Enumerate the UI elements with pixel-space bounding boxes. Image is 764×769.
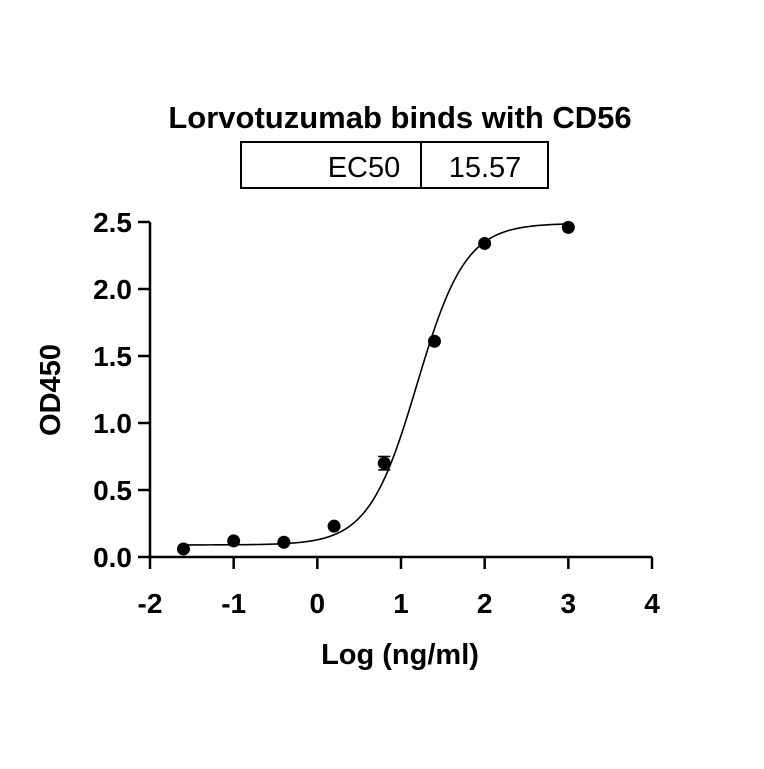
chart-title: Lorvotuzumab binds with CD56 — [168, 100, 631, 135]
ec50-label: EC50 — [328, 152, 401, 184]
x-tick-label: -1 — [221, 588, 246, 619]
x-axis-label: Log (ng/ml) — [321, 639, 479, 671]
x-tick-label: 2 — [477, 588, 493, 619]
data-point — [561, 220, 575, 234]
data-point — [227, 534, 241, 548]
fit-curve — [183, 223, 569, 546]
data-point — [176, 542, 190, 556]
ec50-value: 15.57 — [449, 152, 522, 184]
data-point — [277, 535, 291, 549]
y-axis-label: OD450 — [35, 344, 67, 436]
fit-curve-layer — [183, 223, 569, 546]
ec50-table: EC50 15.57 — [240, 141, 549, 189]
y-tick-label: 0.0 — [93, 542, 132, 573]
x-tick-label: 4 — [644, 588, 660, 619]
data-point — [427, 334, 441, 348]
data-point — [478, 236, 492, 250]
y-tick-label: 2.0 — [93, 274, 132, 305]
data-point — [377, 456, 391, 470]
y-tick-label: 1.5 — [93, 341, 132, 372]
axes: -2 -1 0 1 2 3 4 0.0 0.5 1.0 1.5 2.0 2.5 — [93, 207, 660, 619]
ec50-table-border — [240, 141, 549, 189]
data-point — [327, 519, 341, 533]
y-tick-label: 1.0 — [93, 408, 132, 439]
x-tick-label: -2 — [138, 588, 163, 619]
data-points-layer — [176, 220, 575, 556]
x-tick-label: 1 — [393, 588, 409, 619]
y-tick-label: 2.5 — [93, 207, 132, 238]
x-tick-label: 0 — [310, 588, 326, 619]
x-tick-label: 3 — [561, 588, 577, 619]
y-tick-label: 0.5 — [93, 475, 132, 506]
